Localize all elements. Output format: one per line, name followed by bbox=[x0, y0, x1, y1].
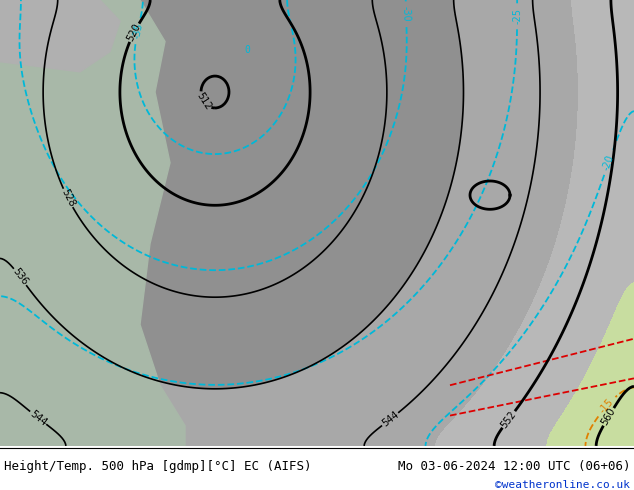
Text: 528: 528 bbox=[59, 188, 77, 209]
Text: -30: -30 bbox=[401, 6, 411, 22]
Text: -35: -35 bbox=[131, 22, 145, 39]
Text: 544: 544 bbox=[380, 410, 401, 429]
Text: 552: 552 bbox=[499, 409, 518, 430]
Text: 560: 560 bbox=[600, 406, 618, 427]
Text: Height/Temp. 500 hPa [gdmp][°C] EC (AIFS): Height/Temp. 500 hPa [gdmp][°C] EC (AIFS… bbox=[4, 460, 311, 473]
Text: 536: 536 bbox=[11, 267, 30, 287]
Text: -20: -20 bbox=[601, 153, 616, 172]
Text: 512: 512 bbox=[194, 91, 213, 112]
Text: -25: -25 bbox=[512, 8, 522, 24]
Text: Mo 03-06-2024 12:00 UTC (06+06): Mo 03-06-2024 12:00 UTC (06+06) bbox=[398, 460, 630, 473]
Polygon shape bbox=[0, 0, 120, 72]
Text: -15: -15 bbox=[597, 397, 616, 416]
Text: 0: 0 bbox=[244, 45, 250, 54]
Polygon shape bbox=[0, 0, 185, 446]
Text: 520: 520 bbox=[126, 22, 143, 43]
Text: 544: 544 bbox=[28, 408, 49, 428]
Polygon shape bbox=[0, 0, 185, 446]
Polygon shape bbox=[185, 0, 634, 446]
Text: ©weatheronline.co.uk: ©weatheronline.co.uk bbox=[495, 480, 630, 490]
